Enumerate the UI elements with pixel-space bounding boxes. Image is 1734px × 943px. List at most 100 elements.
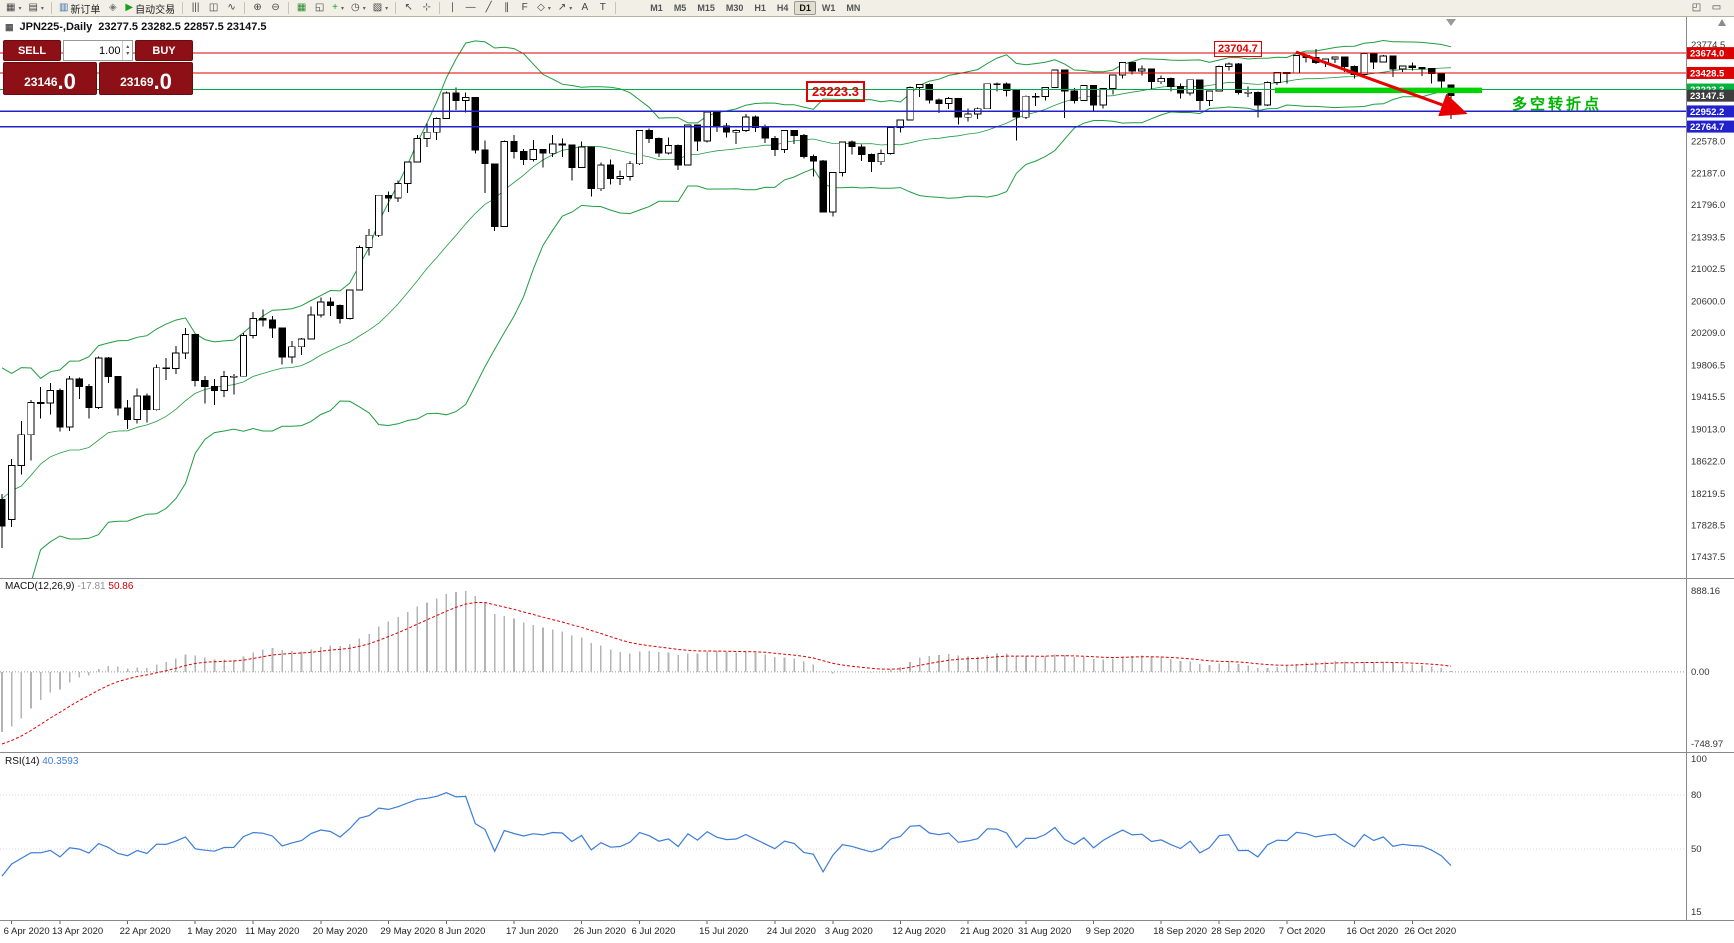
trend-arrow[interactable] xyxy=(1295,50,1468,117)
periods-button[interactable]: ◷ ▾ xyxy=(348,1,369,16)
date-label: 29 May 2020 xyxy=(380,926,435,937)
rsi-scale-label: 80 xyxy=(1691,790,1702,801)
buy-button[interactable]: BUY xyxy=(135,40,193,61)
rsi-scale-label: 50 xyxy=(1691,844,1702,855)
chart-bars-button[interactable]: ||| xyxy=(187,1,204,16)
macd-main-value: -17.81 xyxy=(77,581,106,592)
bollinger-middle xyxy=(1,67,1452,500)
periods-dropdown-icon[interactable]: ▾ xyxy=(362,5,366,12)
profiles-dropdown-icon[interactable]: ▾ xyxy=(40,5,44,12)
arrows-button[interactable]: ↗ ▾ xyxy=(555,1,575,16)
new-chart-button[interactable]: ▦ ▾ xyxy=(3,1,24,16)
docking-icon: ◰ xyxy=(1691,2,1702,13)
chart-canvas[interactable]: 23774.5 22578.0 22187.0 21796.0 21393.5 21002… xyxy=(0,17,1734,943)
price-tick-label: 22187.0 xyxy=(1691,168,1725,179)
new-order-button[interactable]: ▥ 新订单 xyxy=(56,1,103,16)
date-label: 11 May 2020 xyxy=(245,926,299,937)
timeframe-m30-button[interactable]: M30 xyxy=(725,3,744,13)
sell-button[interactable]: SELL xyxy=(3,40,61,61)
candles xyxy=(0,48,1455,548)
date-label: 8 Jun 2020 xyxy=(438,926,485,937)
fullscreen-button[interactable]: ▭ xyxy=(1708,1,1725,16)
new-chart-dropdown-icon[interactable]: ▾ xyxy=(18,5,22,12)
new-chart-icon: ▦ xyxy=(6,2,16,13)
text-button[interactable]: A xyxy=(576,1,593,16)
buy-price[interactable]: 23169 .0 xyxy=(99,62,193,95)
profiles-button[interactable]: ▤ ▾ xyxy=(25,1,46,16)
timeframe-h4-button[interactable]: H4 xyxy=(776,3,789,13)
text-label-button[interactable]: T xyxy=(594,1,611,16)
price-tick-label: 17437.5 xyxy=(1691,552,1725,563)
chart-title: ▦ JPN225-,Daily 23277.5 23282.5 22857.5 … xyxy=(5,21,267,33)
price-tick-label: 19806.5 xyxy=(1691,361,1725,372)
date-label: 26 Jun 2020 xyxy=(574,926,626,937)
time-axis[interactable]: 6 Apr 2020 13 Apr 2020 22 Apr 2020 1 May 20… xyxy=(4,921,1456,937)
shapes-button[interactable]: ◇ ▾ xyxy=(534,1,554,16)
templates-button[interactable]: ▨ ▾ xyxy=(370,1,391,16)
turning-point-note[interactable]: 多空转折点 xyxy=(1512,96,1603,113)
price-tick-label: 18622.0 xyxy=(1691,456,1725,467)
indicators-add-dropdown-icon[interactable]: ▾ xyxy=(340,5,344,12)
timeframe-d1-button[interactable]: D1 xyxy=(794,1,816,15)
chart-candles-icon: ◫ xyxy=(208,2,219,13)
arrows-dropdown-icon[interactable]: ▾ xyxy=(569,5,573,12)
horizontal-line-button[interactable]: ― xyxy=(462,1,479,16)
indicators-add-button[interactable]: + ▾ xyxy=(329,1,347,16)
price-annotation-23223[interactable]: 23223.3 xyxy=(806,81,865,102)
date-label: 1 May 2020 xyxy=(187,926,237,937)
macd-indicator-label: MACD(12,26,9) -17.81 50.86 xyxy=(5,581,133,592)
price-tick-label: 21796.0 xyxy=(1691,200,1725,211)
price-scale[interactable]: 23774.5 22578.0 22187.0 21796.0 21393.5 21002… xyxy=(1687,40,1734,563)
zoom-out-icon: ⊖ xyxy=(271,2,280,13)
zoom-in-icon: ⊕ xyxy=(253,2,262,13)
timeframe-m15-button[interactable]: M15 xyxy=(697,3,715,13)
volume-increase-button[interactable]: ▴ xyxy=(126,43,130,50)
price-badge-22952.2 xyxy=(1687,105,1734,118)
date-label: 17 Jun 2020 xyxy=(506,926,558,937)
date-label: 16 Oct 2020 xyxy=(1346,926,1398,937)
price-badge-22764.7 xyxy=(1687,120,1734,133)
vertical-line-icon: ∣ xyxy=(450,2,456,13)
timeframe-m1-button[interactable]: M1 xyxy=(650,3,663,13)
tile-windows-button[interactable]: ▦ xyxy=(293,1,310,16)
timeframe-m5-button[interactable]: M5 xyxy=(673,3,687,13)
shapes-dropdown-icon[interactable]: ▾ xyxy=(547,5,551,12)
zoom-in-button[interactable]: ⊕ xyxy=(249,1,266,16)
chart-candles-button[interactable]: ◫ xyxy=(205,1,222,16)
toolbar-separator xyxy=(439,2,441,14)
docking-button[interactable]: ◰ xyxy=(1688,1,1705,16)
vertical-line-button[interactable]: ∣ xyxy=(444,1,461,16)
templates-dropdown-icon[interactable]: ▾ xyxy=(385,5,389,12)
timeframe-mn-button[interactable]: MN xyxy=(846,3,861,13)
date-label: 9 Sep 2020 xyxy=(1086,926,1135,937)
price-badge-label: 22952.2 xyxy=(1690,107,1724,118)
cascade-windows-button[interactable]: ◱ xyxy=(311,1,328,16)
rsi-line xyxy=(1,792,1452,877)
chart-symbol-icon: ▦ xyxy=(5,21,14,32)
cursor-button[interactable]: ↖ xyxy=(400,1,417,16)
thick-support-segment[interactable] xyxy=(1275,87,1482,94)
sell-price[interactable]: 23146 .0 xyxy=(3,62,97,95)
timeframe-toolbar: M1 M5 M15 M30 H1 H4 D1 W1 MN xyxy=(645,1,865,15)
chart-line-button[interactable]: ∿ xyxy=(223,1,240,16)
navigator-button[interactable]: ◈ xyxy=(104,1,121,16)
fibonacci-button[interactable]: F xyxy=(516,1,533,16)
crosshair-icon: ⊹ xyxy=(422,2,431,13)
autotrading-button[interactable]: ▶ 自动交易 xyxy=(122,1,178,16)
crosshair-button[interactable]: ⊹ xyxy=(418,1,435,16)
volume-input[interactable] xyxy=(64,41,123,60)
volume-decrease-button[interactable]: ▾ xyxy=(126,50,130,57)
timeframe-w1-button[interactable]: W1 xyxy=(821,3,836,13)
text-icon: A xyxy=(581,2,589,13)
price-annotation-23704[interactable]: 23704.7 xyxy=(1214,41,1262,57)
price-badge-label: 23428.5 xyxy=(1690,68,1725,79)
channel-button[interactable]: ∥ xyxy=(498,1,515,16)
zoom-out-button[interactable]: ⊖ xyxy=(267,1,284,16)
timeframe-h1-button[interactable]: H1 xyxy=(754,3,766,13)
arrows-icon: ↗ xyxy=(557,2,567,13)
one-click-trading-panel: SELL ▴ ▾ BUY 23146 .0 23169 .0 xyxy=(3,40,193,95)
price-tick-label: 21393.5 xyxy=(1691,232,1725,243)
date-label: 3 Aug 2020 xyxy=(825,926,873,937)
trendline-button[interactable]: ╱ xyxy=(480,1,497,16)
new-order-icon: ▥ xyxy=(58,2,69,13)
